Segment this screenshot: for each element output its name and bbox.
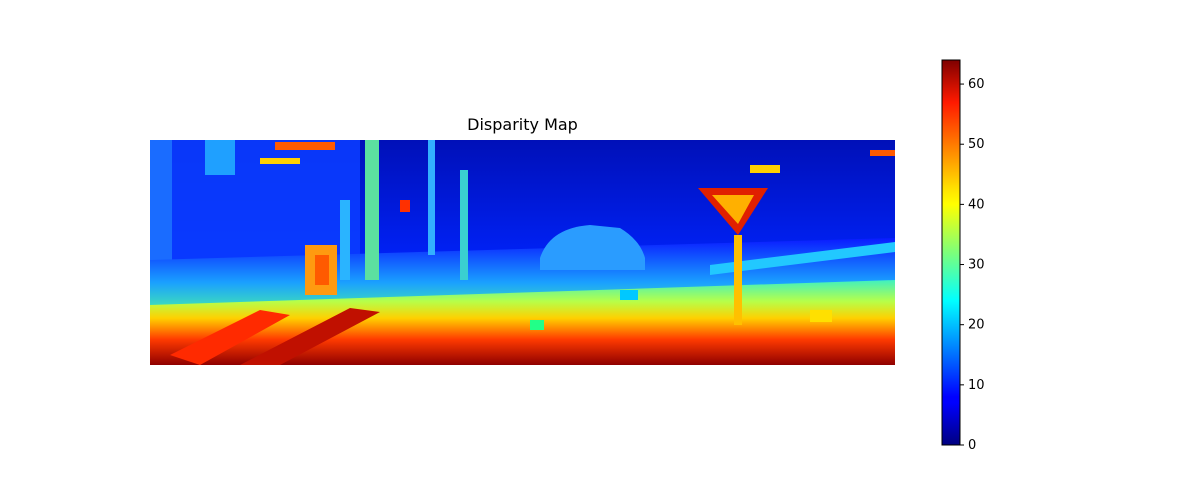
- mid-noise-2: [620, 290, 638, 300]
- top-streak-1: [275, 142, 335, 150]
- top-streak-4: [870, 150, 895, 156]
- colorbar-gradient: [941, 59, 961, 446]
- disparity-heatmap: [150, 140, 895, 365]
- yield-sign-post: [734, 235, 742, 325]
- colorbar: 0 10 20 30 40 50 60: [941, 59, 985, 453]
- colorbar-tick-label: 0: [968, 438, 976, 453]
- pole-3: [428, 140, 435, 255]
- mid-noise-4: [530, 320, 544, 330]
- colorbar-tick-label: 50: [968, 137, 985, 152]
- traffic-light-inner: [315, 255, 329, 285]
- colorbar-tick-label: 20: [968, 318, 985, 333]
- colorbar-tick-label: 60: [968, 77, 985, 92]
- guard-rail: [710, 242, 895, 275]
- pole-1: [365, 140, 379, 280]
- car-shape: [540, 225, 645, 270]
- top-streak-3: [750, 165, 780, 173]
- colorbar-tick-label: 10: [968, 378, 985, 393]
- road-surface: [150, 280, 895, 365]
- chart-title: Disparity Map: [467, 115, 578, 134]
- left-tree-blob: [150, 140, 360, 260]
- colorbar-tick-label: 40: [968, 197, 985, 212]
- road-marking-1: [170, 310, 290, 365]
- pole-2: [340, 200, 350, 280]
- yield-sign-inner: [712, 195, 754, 224]
- road-marking-2: [240, 308, 380, 365]
- mid-noise-1: [400, 200, 410, 212]
- left-tree-patch: [205, 140, 235, 175]
- top-streak-2: [260, 158, 300, 164]
- colorbar-tick-label: 30: [968, 258, 985, 273]
- colorbar-ticks: 0 10 20 30 40 50 60: [960, 77, 985, 453]
- mid-noise-3: [810, 310, 832, 322]
- pole-4: [460, 170, 468, 280]
